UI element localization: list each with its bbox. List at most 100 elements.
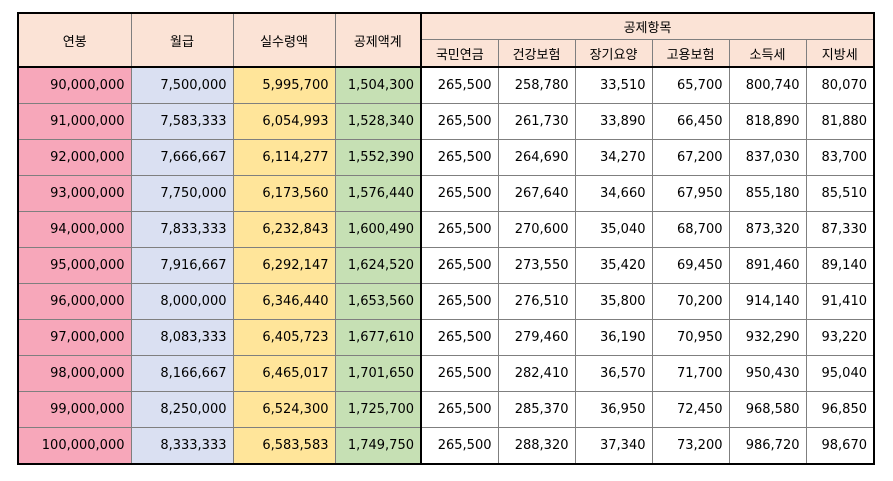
cell-deduction-total: 1,624,520 — [334, 247, 422, 284]
cell-deduction-total: 1,725,700 — [334, 391, 422, 428]
cell-annual: 98,000,000 — [17, 355, 132, 392]
cell-income-tax: 891,460 — [728, 247, 807, 284]
cell-income-tax: 986,720 — [728, 427, 807, 465]
cell-net: 6,232,843 — [232, 211, 336, 248]
cell-pension: 265,500 — [420, 139, 499, 176]
cell-local-tax: 81,880 — [805, 103, 875, 140]
cell-net: 6,292,147 — [232, 247, 336, 284]
table-row: 93,000,000 7,750,000 6,173,560 1,576,440… — [17, 175, 875, 212]
cell-income-tax: 914,140 — [728, 283, 807, 320]
cell-income-tax: 818,890 — [728, 103, 807, 140]
cell-deduction-total: 1,653,560 — [334, 283, 422, 320]
cell-pension: 265,500 — [420, 66, 499, 104]
cell-local-tax: 91,410 — [805, 283, 875, 320]
cell-pension: 265,500 — [420, 355, 499, 392]
cell-deduction-total: 1,528,340 — [334, 103, 422, 140]
cell-deduction-total: 1,552,390 — [334, 139, 422, 176]
cell-pension: 265,500 — [420, 319, 499, 356]
table-row: 95,000,000 7,916,667 6,292,147 1,624,520… — [17, 247, 875, 284]
cell-annual: 95,000,000 — [17, 247, 132, 284]
cell-longterm: 34,270 — [574, 139, 653, 176]
cell-longterm: 35,040 — [574, 211, 653, 248]
cell-health: 267,640 — [497, 175, 576, 212]
cell-local-tax: 87,330 — [805, 211, 875, 248]
cell-annual: 91,000,000 — [17, 103, 132, 140]
cell-pension: 265,500 — [420, 283, 499, 320]
cell-employment: 69,450 — [651, 247, 730, 284]
cell-monthly: 8,166,667 — [130, 355, 234, 392]
cell-income-tax: 932,290 — [728, 319, 807, 356]
cell-monthly: 7,833,333 — [130, 211, 234, 248]
cell-deduction-total: 1,600,490 — [334, 211, 422, 248]
table-row: 91,000,000 7,583,333 6,054,993 1,528,340… — [17, 103, 875, 140]
cell-net: 6,583,583 — [232, 427, 336, 465]
cell-annual: 99,000,000 — [17, 391, 132, 428]
header-deduction-total: 공제액계 — [334, 12, 422, 68]
header-annual: 연봉 — [17, 12, 132, 68]
cell-net: 6,405,723 — [232, 319, 336, 356]
cell-longterm: 36,950 — [574, 391, 653, 428]
cell-pension: 265,500 — [420, 103, 499, 140]
header-local-tax: 지방세 — [805, 39, 875, 68]
cell-longterm: 37,340 — [574, 427, 653, 465]
cell-health: 264,690 — [497, 139, 576, 176]
cell-pension: 265,500 — [420, 247, 499, 284]
cell-net: 6,524,300 — [232, 391, 336, 428]
cell-employment: 73,200 — [651, 427, 730, 465]
header-income-tax: 소득세 — [728, 39, 807, 68]
table-row: 100,000,000 8,333,333 6,583,583 1,749,75… — [17, 427, 875, 465]
salary-table: 연봉 월급 실수령액 공제액계 공제항목 국민연금 건강보험 장기요양 고용보험… — [17, 12, 875, 465]
cell-local-tax: 95,040 — [805, 355, 875, 392]
cell-annual: 94,000,000 — [17, 211, 132, 248]
cell-longterm: 35,420 — [574, 247, 653, 284]
cell-employment: 66,450 — [651, 103, 730, 140]
table-row: 98,000,000 8,166,667 6,465,017 1,701,650… — [17, 355, 875, 392]
cell-income-tax: 968,580 — [728, 391, 807, 428]
table-body: 90,000,000 7,500,000 5,995,700 1,504,300… — [17, 66, 875, 465]
cell-deduction-total: 1,749,750 — [334, 427, 422, 465]
table-row: 90,000,000 7,500,000 5,995,700 1,504,300… — [17, 66, 875, 104]
cell-annual: 96,000,000 — [17, 283, 132, 320]
header-monthly: 월급 — [130, 12, 234, 68]
cell-net: 5,995,700 — [232, 66, 336, 104]
cell-health: 273,550 — [497, 247, 576, 284]
cell-employment: 72,450 — [651, 391, 730, 428]
table-row: 97,000,000 8,083,333 6,405,723 1,677,610… — [17, 319, 875, 356]
cell-health: 288,320 — [497, 427, 576, 465]
cell-income-tax: 800,740 — [728, 66, 807, 104]
cell-health: 282,410 — [497, 355, 576, 392]
cell-employment: 70,950 — [651, 319, 730, 356]
cell-monthly: 7,583,333 — [130, 103, 234, 140]
cell-deduction-total: 1,504,300 — [334, 66, 422, 104]
cell-income-tax: 837,030 — [728, 139, 807, 176]
cell-longterm: 34,660 — [574, 175, 653, 212]
cell-local-tax: 85,510 — [805, 175, 875, 212]
cell-employment: 65,700 — [651, 66, 730, 104]
cell-health: 276,510 — [497, 283, 576, 320]
header-pension: 국민연금 — [420, 39, 499, 68]
cell-deduction-total: 1,701,650 — [334, 355, 422, 392]
cell-health: 279,460 — [497, 319, 576, 356]
cell-pension: 265,500 — [420, 211, 499, 248]
cell-deduction-total: 1,576,440 — [334, 175, 422, 212]
cell-health: 270,600 — [497, 211, 576, 248]
cell-monthly: 7,666,667 — [130, 139, 234, 176]
cell-annual: 100,000,000 — [17, 427, 132, 465]
cell-net: 6,114,277 — [232, 139, 336, 176]
table-row: 94,000,000 7,833,333 6,232,843 1,600,490… — [17, 211, 875, 248]
cell-annual: 90,000,000 — [17, 66, 132, 104]
cell-pension: 265,500 — [420, 427, 499, 465]
cell-net: 6,346,440 — [232, 283, 336, 320]
cell-monthly: 8,333,333 — [130, 427, 234, 465]
cell-monthly: 8,000,000 — [130, 283, 234, 320]
cell-employment: 68,700 — [651, 211, 730, 248]
cell-health: 261,730 — [497, 103, 576, 140]
cell-annual: 97,000,000 — [17, 319, 132, 356]
cell-employment: 67,200 — [651, 139, 730, 176]
cell-annual: 93,000,000 — [17, 175, 132, 212]
cell-net: 6,054,993 — [232, 103, 336, 140]
header-net: 실수령액 — [232, 12, 336, 68]
cell-income-tax: 950,430 — [728, 355, 807, 392]
table-row: 92,000,000 7,666,667 6,114,277 1,552,390… — [17, 139, 875, 176]
header-employment: 고용보험 — [651, 39, 730, 68]
